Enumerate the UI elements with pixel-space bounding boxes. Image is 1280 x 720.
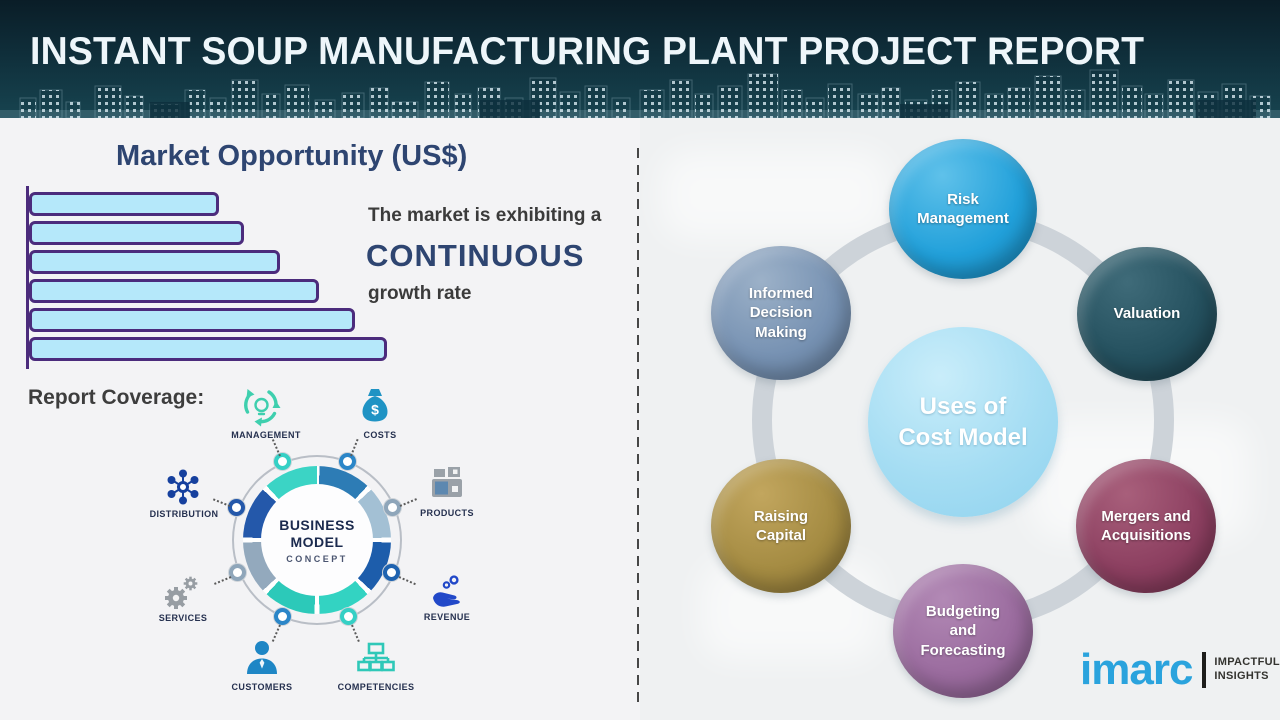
bar-chart-axis bbox=[26, 186, 29, 369]
dollar-symbol: $ bbox=[371, 402, 379, 418]
bubble-budgeting-forecasting: Budgeting and Forecasting bbox=[893, 564, 1033, 698]
header-banner: INSTANT SOUP MANUFACTURING PLANT PROJECT… bbox=[0, 0, 1280, 118]
ring-node bbox=[383, 564, 400, 581]
coverage-item-label: CUSTOMERS bbox=[231, 682, 293, 692]
market-caption-highlight: CONTINUOUS bbox=[366, 238, 585, 273]
gears-icon bbox=[165, 576, 198, 609]
market-bar bbox=[29, 250, 280, 274]
management-cycle-bulb-icon bbox=[244, 389, 281, 427]
coverage-item-label: REVENUE bbox=[423, 612, 471, 622]
bubble-label: Budgeting and Forecasting bbox=[920, 602, 1006, 659]
bubble-mergers-acquisitions: Mergers and Acquisitions bbox=[1076, 459, 1216, 593]
money-bag-icon: $ bbox=[362, 389, 388, 422]
imarc-logo-wordmark: imarc bbox=[1080, 645, 1193, 694]
coverage-item-label: SERVICES bbox=[158, 613, 208, 623]
ring-node bbox=[384, 499, 401, 516]
market-bar bbox=[29, 308, 355, 332]
person-icon bbox=[247, 641, 277, 674]
page-title: INSTANT SOUP MANUFACTURING PLANT PROJECT… bbox=[30, 30, 1145, 73]
network-icon bbox=[167, 469, 199, 505]
logo-tagline: IMPACTFUL INSIGHTS bbox=[1214, 656, 1279, 684]
ring-node bbox=[229, 564, 246, 581]
bubble-label: Valuation bbox=[1113, 305, 1181, 323]
business-model-subtitle: CONCEPT bbox=[286, 553, 348, 564]
bubble-raising-capital: Raising Capital bbox=[711, 459, 851, 593]
business-model-center: BUSINESS MODEL CONCEPT bbox=[261, 484, 373, 596]
logo-tagline-line1: IMPACTFUL bbox=[1214, 656, 1280, 669]
business-model-outer-circle bbox=[232, 455, 402, 625]
business-model-title-line2: MODEL bbox=[290, 533, 344, 550]
bubble-label: Raising Capital bbox=[753, 507, 809, 545]
market-caption-line2: growth rate bbox=[368, 283, 472, 304]
market-bar bbox=[29, 337, 387, 361]
box-icon bbox=[432, 467, 462, 497]
market-bar bbox=[29, 192, 219, 216]
dotted-connector bbox=[212, 498, 231, 507]
business-model-title-line1: BUSINESS bbox=[279, 516, 355, 533]
report-coverage-label: Report Coverage: bbox=[28, 386, 205, 409]
dotted-connector bbox=[214, 576, 232, 585]
dotted-connector bbox=[350, 438, 359, 457]
bubble-label: Risk Management bbox=[917, 190, 1009, 228]
ring-node bbox=[228, 499, 245, 516]
background-texture bbox=[660, 150, 890, 240]
market-opportunity-title: Market Opportunity (US$) bbox=[116, 140, 468, 172]
hand-coins-icon bbox=[433, 575, 460, 607]
bubble-risk-management: Risk Management bbox=[889, 139, 1037, 279]
city-skyline-graphic bbox=[0, 69, 1280, 118]
bubble-label: Informed Decision Making bbox=[748, 284, 814, 341]
coverage-item-label: MANAGEMENT bbox=[231, 430, 301, 440]
ring-node bbox=[339, 453, 356, 470]
coverage-item-label: PRODUCTS bbox=[420, 508, 474, 518]
logo-divider-bar bbox=[1202, 652, 1207, 688]
coverage-item-label: COMPETENCIES bbox=[337, 682, 415, 692]
dotted-connector bbox=[398, 576, 416, 586]
ring-node bbox=[274, 453, 291, 470]
market-caption-line1: The market is exhibiting a bbox=[368, 205, 602, 226]
bubble-valuation: Valuation bbox=[1077, 247, 1217, 381]
org-chart-icon bbox=[357, 642, 395, 672]
cost-model-center-label: Uses of Cost Model bbox=[898, 392, 1028, 451]
dashed-divider bbox=[637, 148, 639, 704]
ring-node bbox=[274, 608, 291, 625]
market-bar bbox=[29, 221, 244, 245]
bubble-label: Mergers and Acquisitions bbox=[1100, 507, 1191, 545]
dotted-connector bbox=[399, 498, 417, 507]
ring-node bbox=[340, 608, 357, 625]
logo-tagline-line2: INSIGHTS bbox=[1214, 670, 1269, 682]
market-bar bbox=[29, 279, 319, 303]
coverage-item-label: COSTS bbox=[363, 430, 397, 440]
coverage-item-label: DISTRIBUTION bbox=[149, 509, 219, 519]
imarc-logo: imarc IMPACTFUL INSIGHTS bbox=[1080, 648, 1280, 692]
bubble-informed-decision-making: Informed Decision Making bbox=[711, 246, 851, 380]
cost-model-center-circle: Uses of Cost Model bbox=[868, 327, 1058, 517]
